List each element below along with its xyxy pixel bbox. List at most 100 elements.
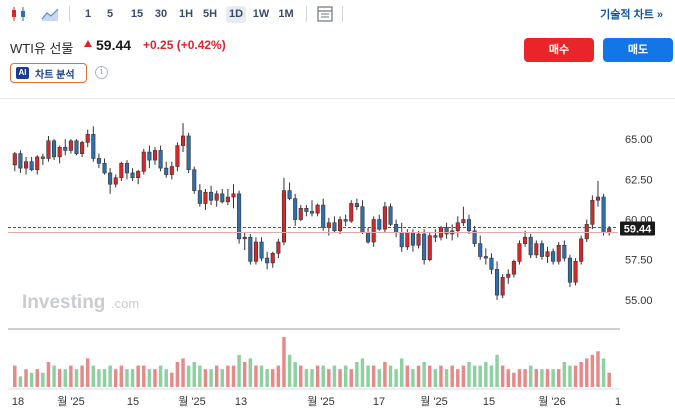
candle-body <box>113 177 118 185</box>
y-tick-label: 65.00 <box>625 134 653 146</box>
candle-body <box>136 171 141 179</box>
volume-bar <box>69 365 73 387</box>
volume-bar <box>164 369 168 387</box>
volume-bar <box>332 365 337 387</box>
ai-chart-analysis-label: 차트 분석 <box>35 69 75 81</box>
price-chart[interactable]: 65.00 62.50 60.00 57.50 55.00 59.44 Investin… <box>0 98 675 416</box>
ai-chart-analysis-button[interactable]: AI 차트 분석 <box>10 63 87 83</box>
candle-body <box>551 251 556 262</box>
timeframe-15m[interactable]: 15 <box>130 8 144 20</box>
volume-bar <box>276 365 281 387</box>
volume-bar <box>254 365 258 387</box>
timeframe-1w[interactable]: 1W <box>252 8 270 20</box>
candle-body <box>371 219 376 243</box>
candle-body <box>506 273 511 278</box>
volume-bar <box>573 365 578 387</box>
candle-body <box>388 206 393 225</box>
timeframe-1m[interactable]: 1 <box>84 8 92 20</box>
volume-bar <box>142 365 146 387</box>
volume-bar <box>175 362 180 387</box>
x-tick-label: 13 <box>235 396 247 408</box>
timeframe-5m[interactable]: 5 <box>106 8 114 20</box>
volume-bar <box>231 365 236 387</box>
x-tick-label: 1 <box>615 396 621 408</box>
info-icon[interactable]: i <box>95 66 108 79</box>
volume-bar <box>192 362 196 387</box>
technical-chart-link[interactable]: 기술적 차트 » <box>600 9 663 21</box>
candle-body <box>270 252 275 264</box>
volume-bar <box>282 337 286 387</box>
area-chart-icon[interactable] <box>41 5 59 23</box>
volume-bar <box>450 365 454 387</box>
volume-bar <box>343 365 348 387</box>
volume-bar <box>170 372 174 387</box>
volume-bar <box>383 362 387 387</box>
x-tick-label: 17 <box>373 396 385 408</box>
volume-bar <box>41 372 45 387</box>
volume-bar <box>540 369 544 387</box>
candle-body <box>203 191 208 204</box>
timeframe-1d[interactable]: 1D <box>226 6 246 23</box>
candle-body <box>29 161 34 171</box>
volume-bar <box>517 369 522 387</box>
buy-button[interactable]: 매수 <box>524 38 594 62</box>
volume-bar <box>433 369 438 387</box>
candle-body <box>180 135 186 146</box>
volume-bar <box>91 365 96 387</box>
candle-body <box>405 232 410 248</box>
watermark-suffix: .com <box>111 296 139 311</box>
candle-body <box>57 146 62 158</box>
volume-bar <box>545 369 550 387</box>
candle-body <box>422 233 427 261</box>
volume-bar <box>119 365 124 387</box>
candlestick-chart-icon[interactable] <box>10 5 28 23</box>
volume-bar <box>237 354 241 387</box>
volume-bar <box>147 369 152 387</box>
volume-bar <box>472 365 477 387</box>
volume-bar <box>601 358 606 387</box>
volume-bar <box>108 365 112 387</box>
volume-bar <box>226 365 230 387</box>
candle-body <box>225 196 230 203</box>
candle-body <box>472 230 477 244</box>
volume-bar <box>489 365 494 387</box>
table-view-icon[interactable] <box>316 5 334 23</box>
candle-body <box>607 228 612 233</box>
candle-body <box>158 150 163 169</box>
volume-bar <box>304 369 309 387</box>
candle-body <box>242 236 247 240</box>
candle-body <box>248 236 253 262</box>
candle-body <box>332 222 337 232</box>
timeframe-1mo[interactable]: 1M <box>278 8 294 20</box>
volume-bar <box>360 358 365 387</box>
volume-bar <box>534 369 539 387</box>
timeframe-5h[interactable]: 5H <box>202 8 218 20</box>
candle-body <box>259 241 264 259</box>
volume-bar <box>265 369 269 387</box>
volume-bar <box>422 362 426 387</box>
candle-body <box>478 243 483 257</box>
volume-bar <box>394 369 398 387</box>
candle-body <box>96 158 101 164</box>
x-axis: 18 월 '25 15 월 '25 13 월 '25 17 월 '25 15 월 '26 1 <box>12 395 621 408</box>
volume-bar <box>80 365 84 387</box>
volume-bar <box>327 369 331 387</box>
volume-bar <box>579 362 583 387</box>
candle-body <box>164 167 169 175</box>
volume-bar <box>125 369 129 387</box>
candle-body <box>124 162 129 174</box>
x-tick-label: 월 '25 <box>57 395 85 408</box>
volume-bar <box>456 369 460 387</box>
timeframe-1h[interactable]: 1H <box>178 8 194 20</box>
x-tick-label: 18 <box>12 396 24 408</box>
toolbar-divider <box>306 6 307 22</box>
timeframe-30m[interactable]: 30 <box>154 8 168 20</box>
sell-button[interactable]: 매도 <box>603 38 673 62</box>
candle-body <box>309 211 315 214</box>
volume-bar <box>523 369 527 387</box>
toolbar-divider <box>69 6 70 22</box>
candle-body <box>304 207 309 212</box>
candle-body <box>444 227 449 235</box>
x-tick-label: 월 '25 <box>178 395 206 408</box>
